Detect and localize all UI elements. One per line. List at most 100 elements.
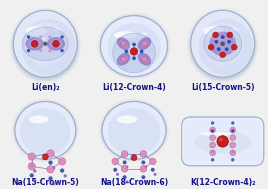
Ellipse shape [203,26,224,36]
Text: Na(15-Crown-5): Na(15-Crown-5) [12,178,79,187]
Circle shape [230,150,236,156]
Circle shape [230,127,236,133]
Circle shape [231,129,234,132]
Ellipse shape [29,115,49,124]
Text: Li(12-Crown-4): Li(12-Crown-4) [102,83,166,92]
Circle shape [144,165,147,169]
Ellipse shape [187,8,259,83]
Circle shape [208,44,214,50]
Circle shape [64,174,67,177]
Circle shape [140,151,147,157]
Ellipse shape [26,26,47,36]
Circle shape [60,49,64,52]
Ellipse shape [15,101,76,159]
Circle shape [231,44,237,50]
Ellipse shape [99,14,169,78]
Ellipse shape [53,28,60,32]
Circle shape [124,50,128,53]
Circle shape [28,163,35,170]
Ellipse shape [20,108,70,156]
Circle shape [48,35,51,39]
Ellipse shape [117,53,130,66]
Circle shape [132,56,136,60]
Circle shape [210,135,215,141]
Circle shape [121,56,126,62]
Ellipse shape [12,99,79,162]
Ellipse shape [117,115,137,124]
FancyBboxPatch shape [182,117,264,166]
Circle shape [27,35,30,39]
Ellipse shape [230,28,237,32]
Circle shape [211,158,214,161]
Ellipse shape [188,10,257,81]
Circle shape [210,127,215,133]
Ellipse shape [140,40,148,47]
Ellipse shape [114,31,137,40]
Circle shape [142,160,145,164]
Circle shape [31,40,38,47]
Circle shape [33,179,36,182]
Ellipse shape [204,26,242,61]
Circle shape [123,160,126,164]
Circle shape [214,40,218,44]
Text: Na(18-Crown-6): Na(18-Crown-6) [100,178,168,187]
Circle shape [151,168,155,172]
Circle shape [113,168,117,172]
Circle shape [39,49,42,52]
Circle shape [142,56,147,62]
Circle shape [112,158,118,165]
Circle shape [211,150,214,154]
Ellipse shape [11,10,80,81]
Ellipse shape [100,100,168,161]
Ellipse shape [13,10,77,77]
Circle shape [154,173,157,176]
Ellipse shape [12,11,78,80]
Circle shape [47,166,54,173]
Ellipse shape [140,56,148,63]
Circle shape [121,41,126,46]
Circle shape [49,176,53,181]
Circle shape [211,121,214,125]
Ellipse shape [113,33,155,73]
Ellipse shape [13,100,77,161]
Ellipse shape [99,99,169,162]
Circle shape [140,50,144,53]
Circle shape [231,121,234,125]
Ellipse shape [25,37,44,51]
Circle shape [33,169,36,173]
Ellipse shape [191,10,255,77]
Ellipse shape [212,36,224,41]
Circle shape [150,158,156,165]
Text: Li(15-Crown-5): Li(15-Crown-5) [191,83,254,92]
Ellipse shape [138,37,151,50]
Circle shape [52,166,55,170]
Circle shape [28,153,35,160]
Ellipse shape [33,37,46,41]
Ellipse shape [25,22,66,66]
Circle shape [220,42,225,46]
Circle shape [219,138,223,141]
Circle shape [230,135,236,141]
Ellipse shape [202,22,243,66]
Circle shape [144,180,147,183]
Text: Li(en)₂: Li(en)₂ [31,83,59,92]
Circle shape [58,158,66,165]
Circle shape [29,163,34,168]
Ellipse shape [9,8,81,83]
FancyBboxPatch shape [183,120,262,163]
Circle shape [213,32,218,38]
Circle shape [142,175,145,179]
Circle shape [116,173,119,176]
Circle shape [48,49,51,52]
FancyBboxPatch shape [185,121,261,162]
Ellipse shape [214,35,232,52]
Ellipse shape [200,132,232,136]
Ellipse shape [199,19,253,76]
Ellipse shape [190,11,256,80]
Ellipse shape [194,131,251,154]
Circle shape [49,160,53,165]
Circle shape [220,52,226,58]
Circle shape [47,150,54,157]
Ellipse shape [21,19,76,76]
Circle shape [125,165,128,169]
